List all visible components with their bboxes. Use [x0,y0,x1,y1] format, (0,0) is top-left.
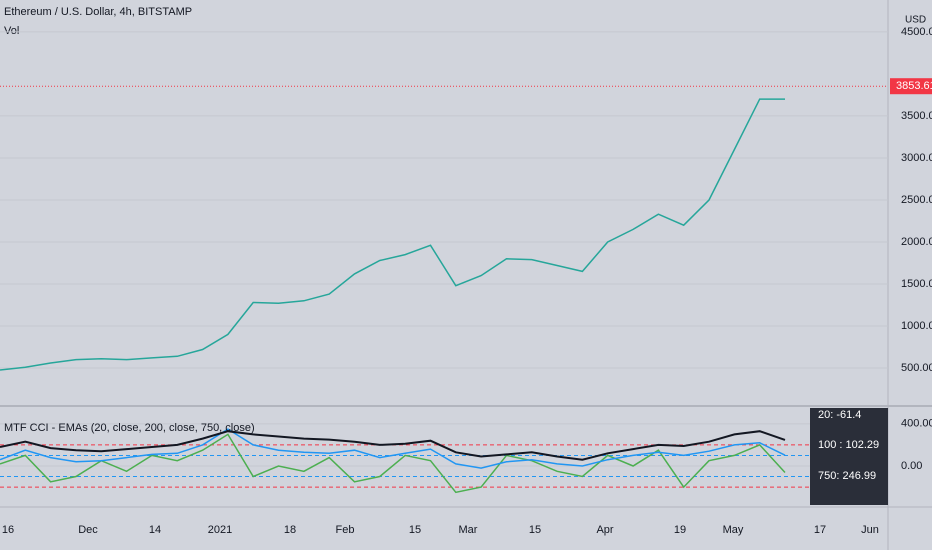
y-tick-label: 1000.00 [901,320,932,332]
legend-box [810,408,888,505]
indicator-title: MTF CCI - EMAs (20, close, 200, close, 7… [4,422,255,434]
x-tick-label: Jun [861,524,879,536]
y-tick-label: 0.00 [901,460,922,472]
legend-label: 20: -61.4 [818,409,861,421]
axis-unit: USD [905,15,926,26]
x-tick-label: 15 [409,524,421,536]
legend-label: 100 : 102.29 [818,439,879,451]
cci-line [0,428,786,469]
y-tick-label: 3000.00 [901,152,932,164]
x-tick-label: Dec [78,524,98,536]
x-tick-label: 14 [149,524,161,536]
y-tick-label: 2000.00 [901,236,932,248]
y-tick-label: 400.00 [901,418,932,430]
y-tick-label: 500.00 [901,362,932,374]
y-tick-label: 1500.00 [901,278,932,290]
y-tick-label: 3500.00 [901,110,932,122]
volume-label: Vol [4,25,19,37]
x-tick-label: 17 [814,524,826,536]
x-tick-label: 15 [529,524,541,536]
x-tick-label: Mar [459,524,478,536]
y-tick-label: 2500.00 [901,194,932,206]
price-line [0,98,785,371]
x-tick-label: Feb [336,524,355,536]
current-price-label: 3853.61 [896,80,932,92]
legend-label: 750: 246.99 [818,470,876,482]
current-price-box [890,78,932,95]
indicator-pane: 400.00 0.00 20: -61.4 100 : 102.29 750: 246.… [0,408,932,505]
chart-title: Ethereum / U.S. Dollar, 4h, BITSTAMP [4,6,192,18]
x-tick-label: 19 [674,524,686,536]
x-tick-label: 2021 [208,524,232,536]
x-tick-label: 18 [284,524,296,536]
x-tick-label: 16 [2,524,14,536]
main-pane: 500.00 1000.00 1500.00 2000.00 2500.00 3000.0… [0,26,932,374]
cci-line [0,430,786,461]
y-tick-label: 4500.00 [901,26,932,38]
x-tick-label: May [723,524,744,536]
x-tick-label: Apr [596,524,613,536]
